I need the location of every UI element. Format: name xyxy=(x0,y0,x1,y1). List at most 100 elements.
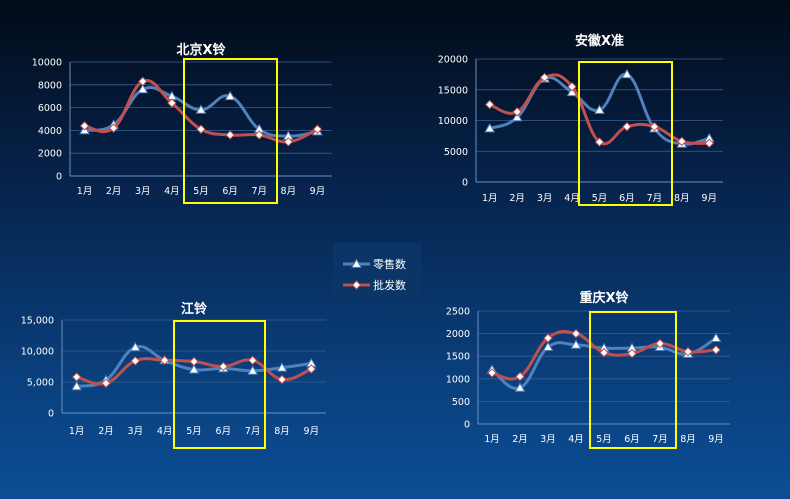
y-tick-label: 2500 xyxy=(446,307,470,318)
data-point-wholesale xyxy=(130,356,141,366)
x-tick-label: 5月 xyxy=(596,434,612,445)
y-tick-label: 6000 xyxy=(38,103,62,114)
x-tick-label: 9月 xyxy=(304,426,320,437)
x-tick-label: 4月 xyxy=(164,186,180,197)
x-tick-label: 8月 xyxy=(274,426,290,437)
chart-title: 安徽X准 xyxy=(575,33,624,49)
y-tick-label: 5,000 xyxy=(27,378,54,389)
x-tick-label: 3月 xyxy=(128,426,144,437)
x-tick-label: 9月 xyxy=(310,186,326,197)
data-point-wholesale xyxy=(515,371,525,382)
data-point-wholesale xyxy=(283,137,294,147)
chart-3: 江铃 0 5,000 10,000 15,000 1月 2月 3月 4月 5月 6月 7月 8月 9月 xyxy=(21,301,326,449)
x-tick-label: 9月 xyxy=(702,193,718,204)
x-tick-label: 2月 xyxy=(106,186,122,197)
data-point-retail xyxy=(594,104,605,114)
data-point-wholesale xyxy=(218,361,229,372)
chart-1: 北京X铃 0 2000 4000 6000 8000 10000 1月 2月 3月 4月 5月 6月 7月… xyxy=(32,42,332,204)
x-tick-label: 1月 xyxy=(69,426,85,437)
y-tick-label: 20000 xyxy=(438,55,468,66)
highlight-box xyxy=(183,58,278,204)
x-tick-label: 3月 xyxy=(540,434,556,445)
data-point-wholesale xyxy=(711,345,721,355)
y-tick-label: 2000 xyxy=(446,329,470,340)
data-point-wholesale xyxy=(101,378,111,388)
data-point-wholesale xyxy=(512,107,522,117)
data-point-retail xyxy=(137,83,149,94)
x-tick-label: 2月 xyxy=(509,193,525,204)
legend-label: 批发数 xyxy=(373,278,406,292)
x-tick-label: 3月 xyxy=(135,186,151,197)
data-point-wholesale xyxy=(138,76,148,87)
y-tick-label: 10000 xyxy=(32,58,62,69)
y-tick-label: 1500 xyxy=(446,352,470,363)
chart-title: 北京X铃 xyxy=(176,42,225,58)
data-point-retail xyxy=(247,365,259,375)
x-tick-label: 2月 xyxy=(98,426,114,437)
y-tick-label: 5000 xyxy=(444,147,468,158)
data-point-wholesale xyxy=(704,138,714,148)
data-point-wholesale xyxy=(108,123,119,133)
x-tick-label: 1月 xyxy=(482,193,498,204)
data-point-retail xyxy=(188,364,200,374)
y-tick-label: 15000 xyxy=(438,85,468,96)
data-point-retail xyxy=(621,68,633,79)
x-tick-label: 5月 xyxy=(193,186,209,197)
x-tick-label: 8月 xyxy=(680,434,696,445)
data-point-retail xyxy=(570,339,582,349)
x-tick-label: 6月 xyxy=(216,426,232,437)
y-tick-label: 1000 xyxy=(446,374,470,385)
data-point-wholesale xyxy=(485,99,495,110)
chart-title: 重庆X铃 xyxy=(579,290,628,306)
y-tick-label: 0 xyxy=(48,409,54,420)
y-tick-label: 4000 xyxy=(38,126,62,137)
data-point-wholesale xyxy=(79,121,90,131)
data-point-wholesale xyxy=(649,121,660,132)
x-tick-label: 7月 xyxy=(251,186,267,197)
data-point-wholesale xyxy=(622,121,632,132)
highlight-box xyxy=(589,311,677,449)
x-tick-label: 1月 xyxy=(484,434,500,445)
data-point-retail xyxy=(511,111,523,122)
y-tick-label: 15,000 xyxy=(21,316,54,327)
x-tick-label: 7月 xyxy=(647,193,663,204)
data-point-retail xyxy=(224,90,236,101)
x-tick-label: 6月 xyxy=(619,193,635,204)
data-point-wholesale xyxy=(599,347,609,358)
x-tick-label: 6月 xyxy=(222,186,238,197)
data-point-retail xyxy=(195,104,207,114)
data-point-retail xyxy=(71,380,83,391)
data-point-wholesale xyxy=(539,72,550,83)
x-tick-label: 1月 xyxy=(77,186,93,197)
data-point-wholesale xyxy=(571,328,581,339)
data-point-wholesale xyxy=(159,355,170,366)
x-tick-label: 8月 xyxy=(281,186,297,197)
x-tick-label: 8月 xyxy=(674,193,690,204)
x-tick-label: 7月 xyxy=(245,426,261,437)
data-point-wholesale xyxy=(167,98,177,108)
data-point-wholesale xyxy=(196,124,206,134)
x-tick-label: 3月 xyxy=(537,193,553,204)
data-point-retail xyxy=(129,341,141,352)
data-point-wholesale xyxy=(71,372,82,382)
y-tick-label: 0 xyxy=(462,178,468,189)
data-point-wholesale xyxy=(487,368,497,378)
y-tick-label: 0 xyxy=(464,420,470,431)
y-tick-label: 10,000 xyxy=(21,347,54,358)
x-tick-label: 5月 xyxy=(592,193,608,204)
data-point-wholesale xyxy=(543,333,553,343)
chart-title: 江铃 xyxy=(181,301,207,317)
data-point-retail xyxy=(484,122,496,133)
legend-marker-diamond xyxy=(351,280,362,290)
data-point-wholesale xyxy=(627,348,637,359)
data-point-wholesale xyxy=(677,136,687,147)
data-point-retail xyxy=(514,382,526,392)
data-point-retail xyxy=(276,362,288,372)
y-tick-label: 8000 xyxy=(38,80,62,91)
data-point-wholesale xyxy=(567,81,577,92)
x-tick-label: 4月 xyxy=(564,193,580,204)
y-tick-label: 10000 xyxy=(438,116,468,127)
data-point-wholesale xyxy=(594,137,605,147)
legend-label: 零售数 xyxy=(373,257,406,271)
